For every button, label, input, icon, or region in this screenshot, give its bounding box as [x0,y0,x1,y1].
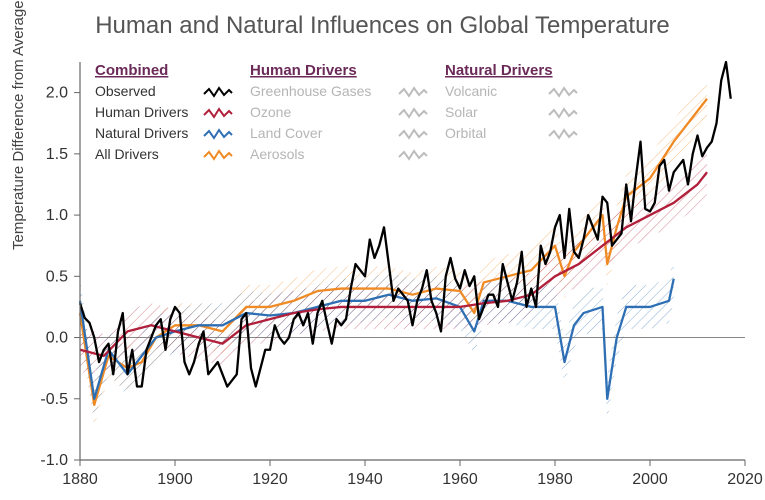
legend-header: Natural Drivers [445,62,553,79]
legend-item-label[interactable]: Orbital [445,125,486,141]
legend-item-thumb[interactable] [399,88,427,96]
legend-item-thumb[interactable] [549,88,577,96]
y-tick-label: 0.0 [46,330,68,347]
legend-item-thumb[interactable] [204,151,232,159]
legend-item-thumb[interactable] [399,151,427,159]
legend-item-label[interactable]: Human Drivers [95,104,188,120]
legend-item-label[interactable]: All Drivers [95,146,159,162]
x-tick-label: 1900 [157,471,193,488]
legend-item-thumb[interactable] [204,109,232,117]
y-tick-label: 0.5 [46,268,68,285]
y-tick-label: -0.5 [40,391,68,408]
chart-canvas: 1880 1900 1920 1940 1960 1980 2000 2020 -1.0 -0.5… [0,0,765,500]
legend-item-label[interactable]: Land Cover [250,125,323,141]
x-tick-label: 1920 [252,471,288,488]
legend-item-label[interactable]: Ozone [250,104,291,120]
y-tick-label: 1.5 [46,146,68,163]
y-tick-label: -1.0 [40,452,68,469]
x-tick-label: 1940 [347,471,383,488]
x-tick-label: 2000 [632,471,668,488]
legend-header: Human Drivers [250,62,357,79]
legend-item-thumb[interactable] [204,130,232,138]
x-tick-label: 1960 [442,471,478,488]
y-tick-label: 1.0 [46,207,68,224]
legend-item-thumb[interactable] [399,109,427,117]
legend-item-label[interactable]: Greenhouse Gases [250,83,371,99]
legend-item-label[interactable]: Volcanic [445,83,497,99]
legend-item-label[interactable]: Natural Drivers [95,125,188,141]
legend-item-label[interactable]: Observed [95,83,156,99]
legend-item-label[interactable]: Aerosols [250,146,304,162]
y-tick-label: 2.0 [46,85,68,102]
legend-item-thumb[interactable] [549,130,577,138]
legend-item-thumb[interactable] [549,109,577,117]
x-tick-label: 2020 [727,471,763,488]
legend-item-label[interactable]: Solar [445,104,478,120]
legend-item-thumb[interactable] [204,88,232,96]
x-tick-label: 1880 [62,471,98,488]
legend-item-thumb[interactable] [399,130,427,138]
legend-header: Combined [95,62,168,79]
x-tick-label: 1980 [537,471,573,488]
